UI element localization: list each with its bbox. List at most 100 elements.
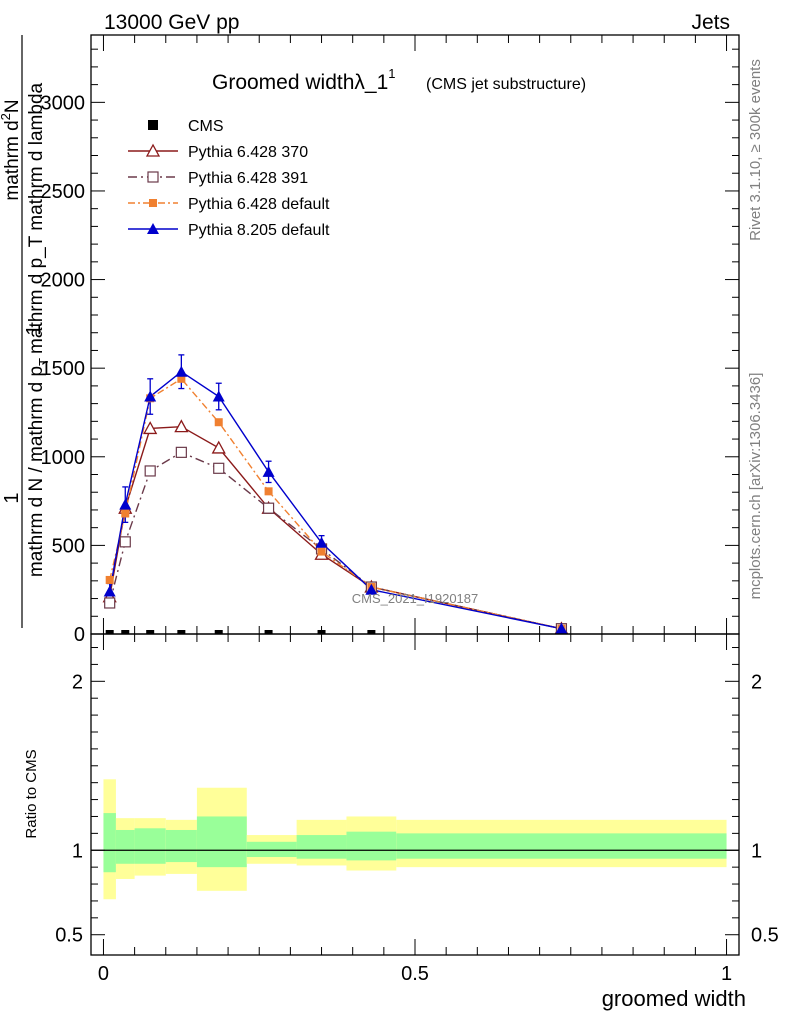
cms-point-0 bbox=[105, 630, 114, 634]
y-tick-label-6: 3000 bbox=[41, 92, 86, 114]
series-1-point-4 bbox=[211, 440, 226, 454]
ratio-tick-label-left-1: 1 bbox=[72, 840, 83, 862]
y-label-denominator: mathrm d N / mathrm d pTmathrm d p_T mat… bbox=[26, 82, 51, 577]
ratio-tick-label-right-0: 0.5 bbox=[751, 925, 779, 947]
ratio-band-green-1 bbox=[115, 829, 135, 864]
ratio-plot-frame bbox=[90, 633, 740, 956]
mcplots-label: mcplots.cern.ch [arXiv:1306.3436] bbox=[747, 373, 764, 600]
ratio-band-green-4 bbox=[196, 816, 247, 868]
cms-point-4 bbox=[214, 630, 223, 634]
y-tick-label-4: 2000 bbox=[41, 270, 86, 292]
analysis-watermark: CMS_2021_I1920187 bbox=[352, 591, 479, 606]
series-3-point-1 bbox=[121, 509, 130, 518]
header-energy: 13000 GeV pp bbox=[104, 11, 239, 34]
ratio-band-green-2 bbox=[134, 828, 166, 864]
ratio-uncertainty-bands bbox=[103, 779, 727, 900]
ratio-tick-label-left-0: 0.5 bbox=[55, 925, 83, 947]
series-4-point-1 bbox=[119, 498, 132, 510]
series-4-point-5 bbox=[262, 465, 275, 477]
cms-point-2 bbox=[146, 630, 155, 634]
ratio-band-green-0 bbox=[103, 813, 116, 873]
main-series-markers bbox=[102, 365, 569, 635]
series-3-point-3 bbox=[177, 374, 186, 383]
series-4-point-0 bbox=[103, 585, 116, 597]
y-label-num-text: mathrm d2N bbox=[0, 99, 23, 200]
main-series-lines bbox=[106, 354, 565, 631]
chart-title-main: Groomed widthλ_1 bbox=[212, 71, 388, 94]
cms-point-1 bbox=[121, 630, 130, 634]
cms-point-3 bbox=[177, 630, 186, 634]
series-2-point-5 bbox=[262, 502, 275, 514]
ratio-band-green-8 bbox=[396, 833, 727, 859]
cms-point-5 bbox=[264, 630, 273, 634]
y-tick-label-2: 1000 bbox=[41, 447, 86, 469]
y-label-den-sub: T bbox=[36, 358, 51, 366]
x-axis-label: groomed width bbox=[602, 986, 746, 1011]
series-line-3 bbox=[109, 377, 562, 630]
series-3-point-0 bbox=[105, 575, 114, 584]
series-2-point-2 bbox=[144, 465, 156, 477]
x-tick-label-0: 0 bbox=[98, 963, 109, 985]
chart-subtitle: (CMS jet substructure) bbox=[426, 76, 586, 93]
legend-label-1: Pythia 6.428 370 bbox=[188, 144, 308, 161]
rivet-version-label: Rivet 3.1.10, ≥ 300k events bbox=[747, 59, 764, 241]
ratio-band-green-6 bbox=[296, 835, 347, 859]
cms-point-7 bbox=[367, 630, 376, 634]
legend-marker-3 bbox=[149, 199, 157, 207]
y-label-den-part1: mathrm d N / mathrm d p bbox=[26, 366, 47, 577]
legend-label-3: Pythia 6.428 default bbox=[188, 196, 330, 213]
x-tick-label-1: 0.5 bbox=[401, 963, 429, 985]
series-3-point-6 bbox=[317, 547, 326, 556]
y-label-den-rest: mathrm d p_T mathrm d lambda bbox=[26, 82, 47, 353]
ratio-tick-label-left-2: 2 bbox=[72, 671, 83, 693]
series-4-point-4 bbox=[212, 390, 225, 402]
chart-title-sup: 1 bbox=[388, 66, 395, 81]
ratio-band-green-3 bbox=[165, 829, 197, 863]
y-label-one: 1 bbox=[1, 492, 23, 503]
y-label-den-text: mathrm d N / mathrm d pTmathrm d p_T mat… bbox=[26, 82, 51, 577]
legend-label-2: Pythia 6.428 391 bbox=[188, 170, 308, 187]
series-4-point-2 bbox=[144, 390, 157, 402]
legend-marker-2 bbox=[147, 171, 159, 183]
series-2-point-1 bbox=[119, 536, 131, 548]
chart-title: Groomed widthλ_11 bbox=[212, 66, 396, 94]
series-3-point-4 bbox=[214, 418, 223, 427]
ratio-band-green-7 bbox=[346, 831, 397, 861]
axis-ticks bbox=[91, 35, 739, 955]
series-4-point-7 bbox=[365, 583, 378, 595]
legend-label-0: CMS bbox=[188, 118, 224, 135]
legend-label-4: Pythia 8.205 default bbox=[188, 222, 330, 239]
y-label-num-N: N bbox=[2, 99, 23, 113]
legend-marker-4 bbox=[147, 223, 159, 234]
legend-marker-0 bbox=[148, 120, 158, 130]
series-1-point-3 bbox=[174, 419, 189, 433]
y-label-fraction-top: 1 bbox=[23, 324, 45, 335]
y-label-num-d: mathrm d bbox=[2, 120, 23, 200]
series-line-4 bbox=[109, 370, 562, 630]
y-tick-label-1: 500 bbox=[52, 535, 85, 557]
ratio-tick-label-right-1: 1 bbox=[751, 840, 762, 862]
series-2-point-3 bbox=[175, 446, 187, 458]
ratio-band-green-5 bbox=[246, 841, 297, 858]
ratio-tick-label-right-2: 2 bbox=[751, 671, 762, 693]
series-4-point-3 bbox=[175, 365, 188, 377]
header-category: Jets bbox=[691, 11, 730, 34]
y-label-num-sup: 2 bbox=[0, 113, 13, 120]
x-tick-label-2: 1 bbox=[721, 963, 732, 985]
series-4-point-8 bbox=[555, 622, 568, 634]
y-tick-label-5: 2500 bbox=[41, 181, 86, 203]
series-line-2 bbox=[109, 451, 562, 630]
series-2-point-0 bbox=[104, 597, 116, 609]
axis-tick-labels: 0 500 1000 1500 2000 2500 3000 0 0.5 1 0.5 0.5 1 1 2 2 bbox=[41, 92, 779, 985]
series-3-point-5 bbox=[264, 487, 273, 496]
series-4-point-6 bbox=[315, 536, 328, 548]
series-1-point-2 bbox=[143, 421, 158, 435]
legend: CMS Pythia 6.428 370 Pythia 6.428 391 Pythi… bbox=[128, 118, 330, 239]
legend-marker-1 bbox=[145, 143, 161, 157]
y-tick-label-3: 1500 bbox=[41, 358, 86, 380]
y-label-numerator: mathrm d2N bbox=[0, 99, 23, 200]
y-tick-label-0: 0 bbox=[74, 624, 85, 646]
y-axis-label: 1 bbox=[23, 324, 45, 335]
series-2-point-4 bbox=[213, 462, 225, 474]
